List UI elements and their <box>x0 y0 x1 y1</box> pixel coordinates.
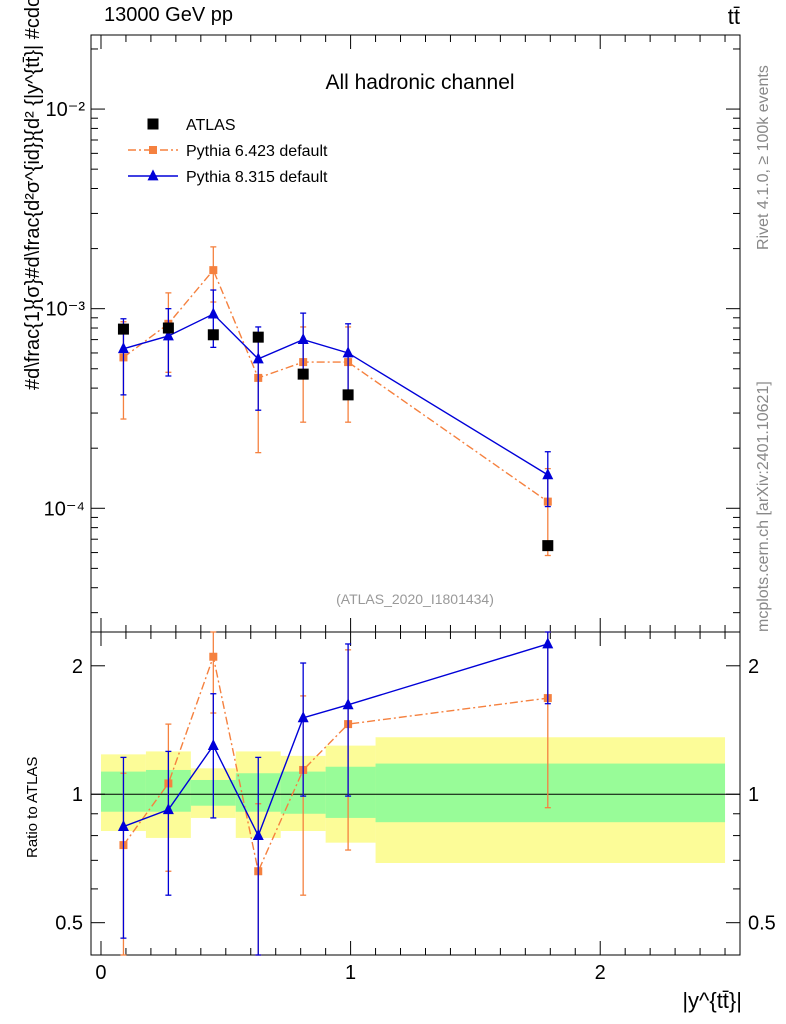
pythia8-ratio-point <box>162 803 174 815</box>
x-tick-label: 0 <box>95 962 106 984</box>
atlas-data-point <box>207 329 219 341</box>
pythia8-ratio-point <box>207 739 219 751</box>
ratio-band-inner <box>325 766 376 818</box>
ratio-y-tick-label-right: 0.5 <box>748 913 776 935</box>
ratio-y-tick-label-left: 0.5 <box>55 913 83 935</box>
pythia8-ratio-point <box>297 711 309 723</box>
ratio-band-inner <box>375 763 726 823</box>
ratio-plot-frame <box>90 631 741 956</box>
pythia8-ratio-point <box>342 698 354 710</box>
pythia8-main-point <box>117 342 129 354</box>
pythia8-ratio-point <box>542 637 554 649</box>
legend-atlas-marker <box>147 118 159 130</box>
pythia8-main-point <box>542 468 554 480</box>
header-final-state-label: tt̄ <box>727 4 740 29</box>
legend-pythia6-label: Pythia 6.423 default <box>186 143 328 160</box>
pythia8-main-point <box>342 346 354 358</box>
ratio-y-tick-label-left: 2 <box>72 656 83 678</box>
pythia6-main-line <box>123 268 549 503</box>
chart-title: All hadronic channel <box>325 71 514 94</box>
atlas-data-point <box>542 540 554 552</box>
pythia8-main-line <box>123 313 549 476</box>
ratio-y-tick-label-right: 1 <box>748 784 759 806</box>
atlas-data-point <box>342 389 354 401</box>
pythia8-main-point <box>252 352 264 364</box>
pythia8-main-point <box>162 329 174 341</box>
x-axis-title: |y^{tt̄}| <box>682 988 742 1013</box>
legend-pythia6-marker <box>149 146 157 154</box>
ratio-y-tick-label-right: 2 <box>748 656 759 678</box>
pythia8-main-point <box>297 332 309 344</box>
pythia8-ratio-point <box>252 828 264 840</box>
ratio-y-tick-label-left: 1 <box>72 784 83 806</box>
pythia6-main-point <box>209 266 218 275</box>
x-tick-label: 2 <box>595 962 606 984</box>
x-tick-label: 1 <box>345 962 356 984</box>
legend-pythia8-marker <box>147 169 159 181</box>
main-y-tick-label: 10⁻⁴ <box>44 498 85 520</box>
legend-atlas-label: ATLAS <box>186 117 236 134</box>
atlas-data-point <box>252 331 264 343</box>
pythia8-ratio-point <box>117 819 129 831</box>
legend-pythia8-label: Pythia 8.315 default <box>186 169 328 186</box>
main-y-tick-label: 10⁻³ <box>46 299 86 321</box>
header-process-label: 13000 GeV pp <box>104 4 233 26</box>
analysis-watermark: (ATLAS_2020_I1801434) <box>336 591 494 607</box>
atlas-data-point <box>162 322 174 334</box>
pythia6-ratio-point <box>209 652 218 661</box>
main-y-tick-label: 10⁻² <box>46 99 86 121</box>
atlas-data-point <box>117 323 129 335</box>
atlas-data-point <box>297 368 309 380</box>
pythia8-main-point <box>207 307 219 319</box>
